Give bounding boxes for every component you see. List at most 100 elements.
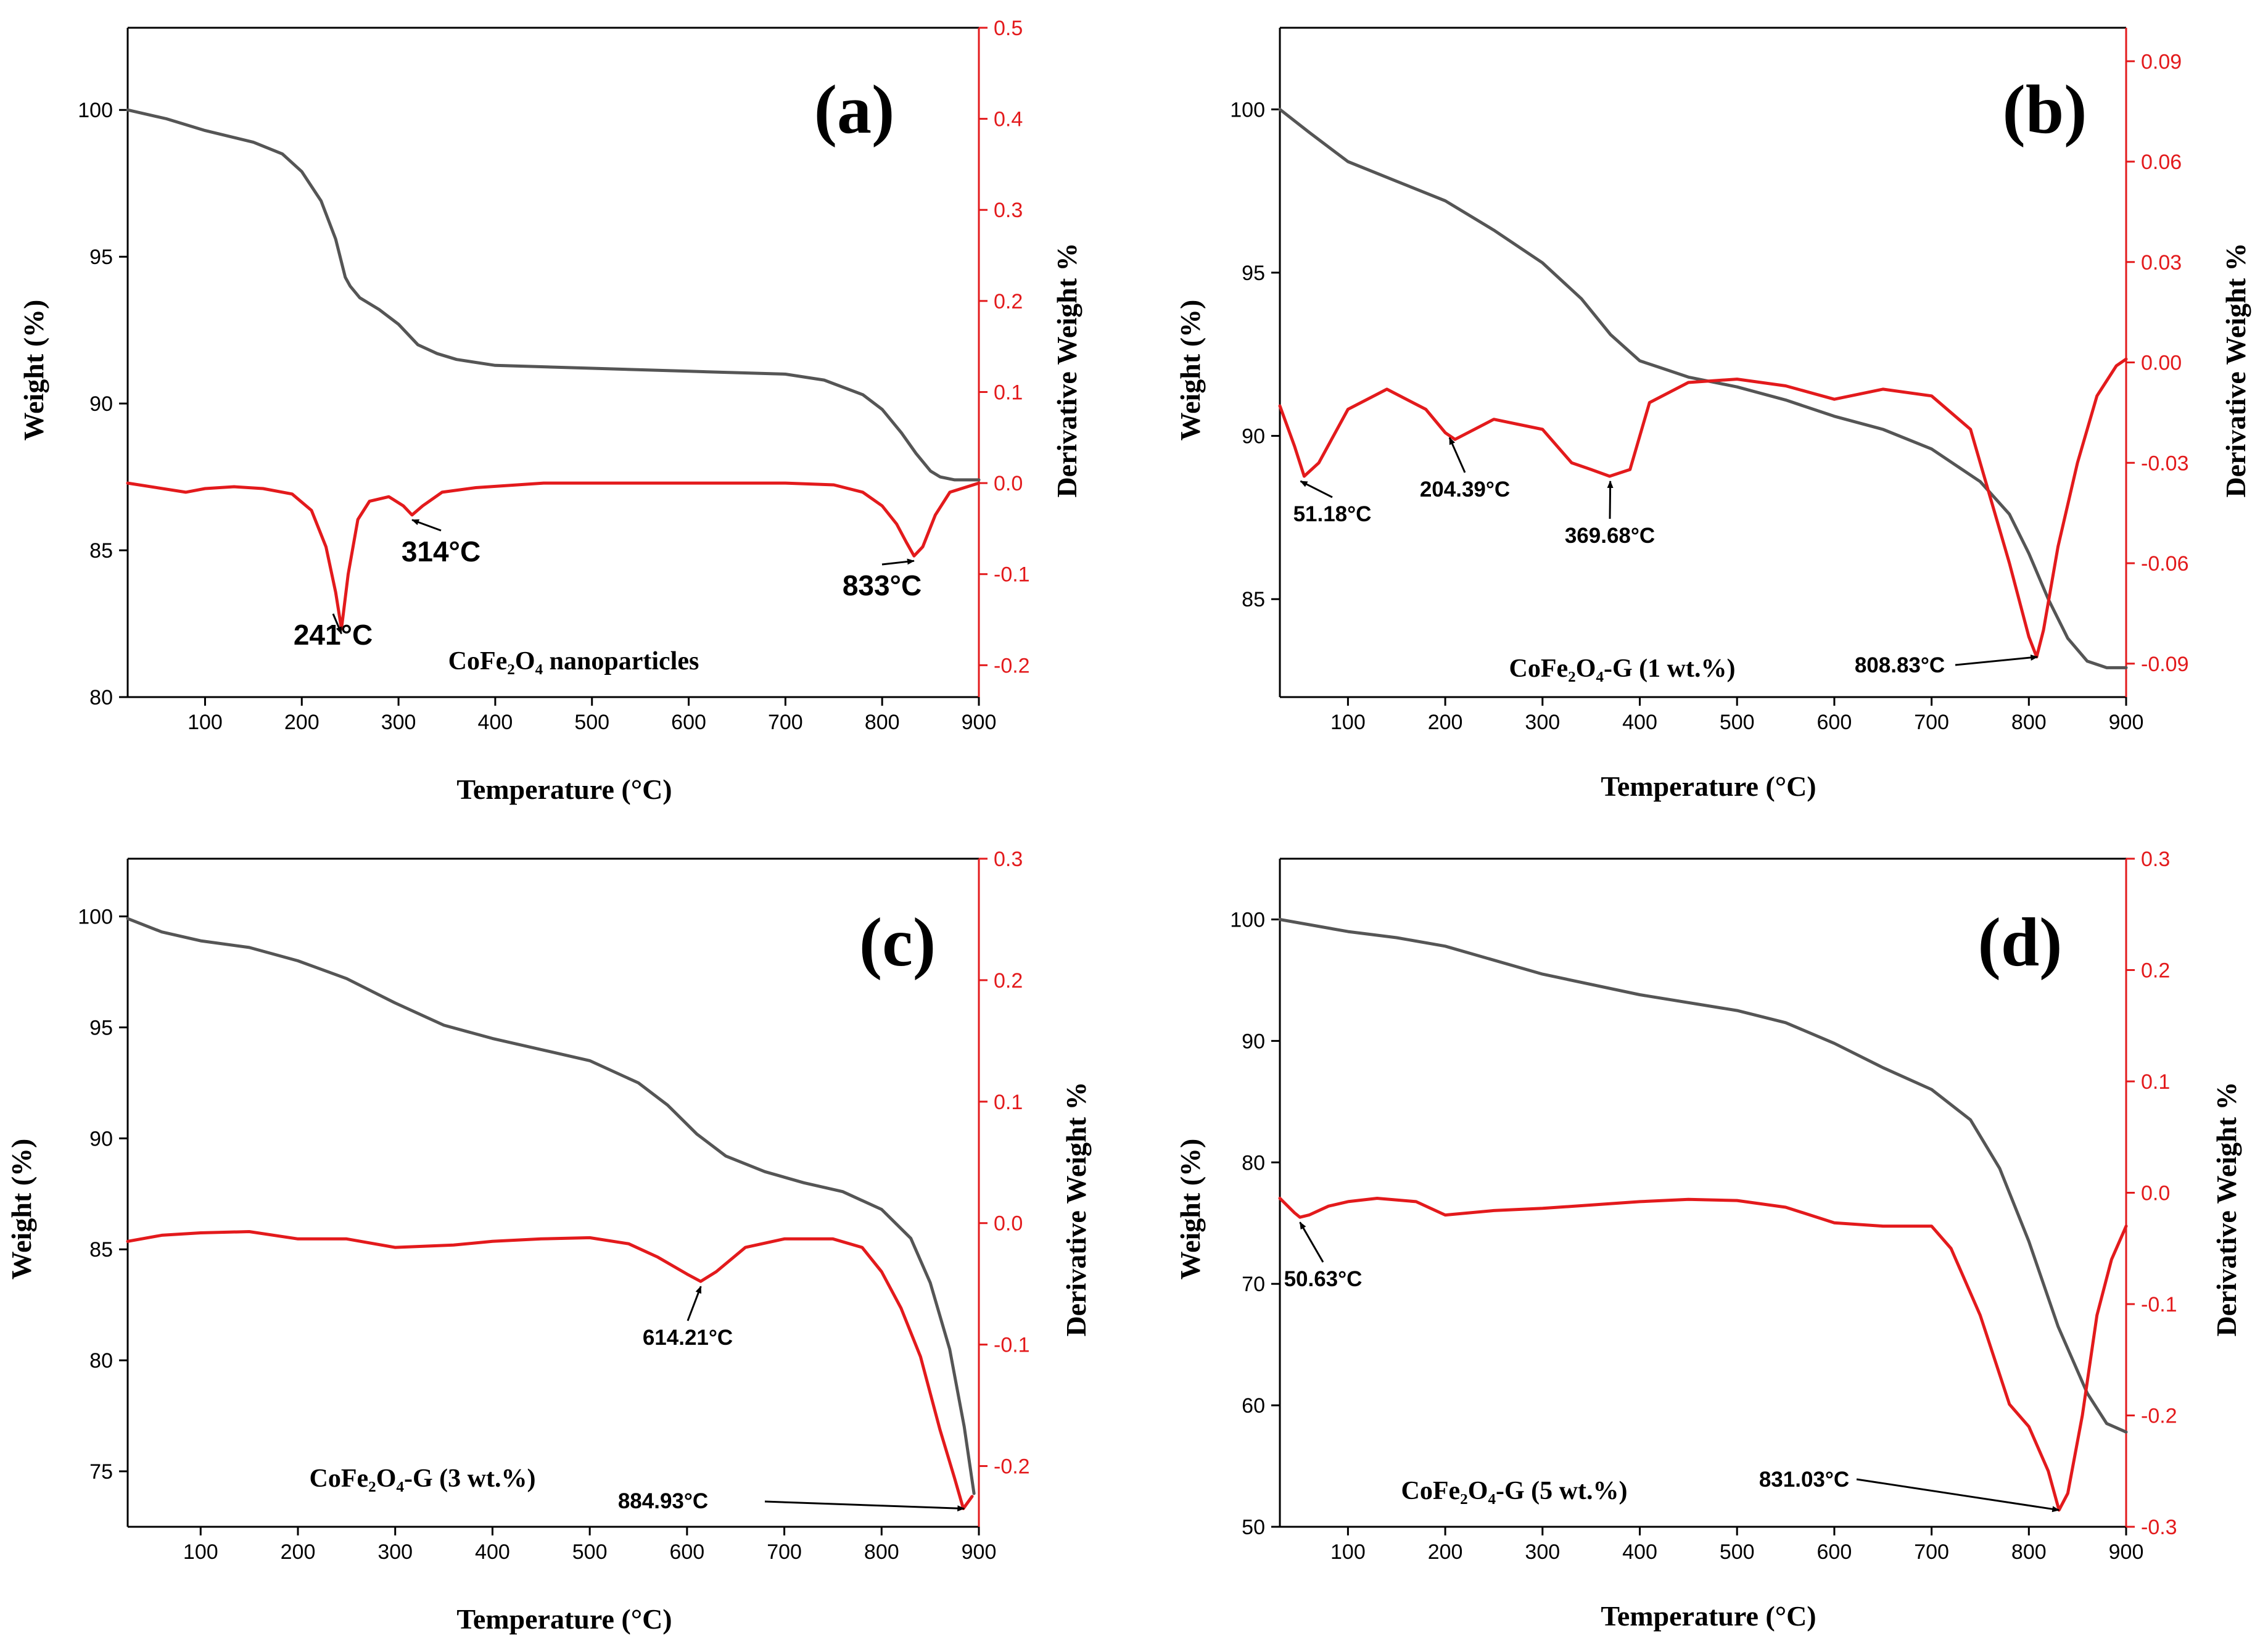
x-tick-label: 200	[1428, 1540, 1463, 1564]
y2-tick-label: -0.2	[994, 1455, 1030, 1479]
panel-b: (b) CoFe₂O₄-G (1 wt.%) Temperature (°C) …	[1174, 27, 2251, 802]
x-tick-label: 300	[1525, 711, 1560, 734]
x-tick-label: 500	[574, 711, 609, 734]
peak-annotation: 831.03°C	[1759, 1468, 1849, 1492]
x-axis-label: Temperature (°C)	[456, 1603, 672, 1635]
x-tick-label: 900	[2109, 1540, 2144, 1564]
dtg-curve	[126, 481, 981, 630]
x-tick-label: 600	[669, 1540, 704, 1564]
peak-annotation: 241°C	[294, 619, 373, 651]
y2-tick-label: -0.2	[2141, 1405, 2177, 1428]
peak-annotation: 204.39°C	[1420, 477, 1510, 502]
x-tick-label: 300	[377, 1540, 413, 1564]
x-tick-label: 900	[962, 1540, 997, 1564]
x-tick-label: 400	[1622, 711, 1657, 734]
y-axis-label: Weight (%)	[18, 300, 49, 441]
sample-name: CoFe₂O₄-G (3 wt.%)	[310, 1464, 536, 1493]
y2-tick-label: -0.1	[994, 1334, 1030, 1357]
x-tick-label: 700	[768, 711, 803, 734]
y2-tick-label: 0.2	[2141, 959, 2170, 983]
panel-a: (a) CoFe₂O₄ nanoparticles Temperature (°…	[18, 17, 1082, 805]
x-tick-label: 300	[381, 711, 416, 734]
y2-tick-label: 0.1	[994, 381, 1023, 404]
x-tick-label: 100	[1330, 711, 1366, 734]
y-tick-label: 60	[1242, 1394, 1265, 1418]
y-axis-label: Weight (%)	[1174, 300, 1206, 441]
annotation-arrow	[1300, 480, 1333, 498]
x-tick-label: 700	[1914, 1540, 1949, 1564]
x-tick-label: 800	[2011, 711, 2047, 734]
dtg-curve	[1278, 1197, 2128, 1512]
y-tick-label: 85	[89, 1238, 113, 1262]
y2-axis-label: Derivative Weight %	[2220, 242, 2251, 497]
x-tick-label: 100	[183, 1540, 218, 1564]
x-tick-label: 800	[864, 1540, 899, 1564]
peak-annotation: 884.93°C	[618, 1489, 708, 1513]
y-tick-label: 85	[1242, 588, 1265, 611]
dtg-curve	[126, 1230, 974, 1510]
peak-annotation: 50.63°C	[1284, 1267, 1363, 1291]
y-tick-label: 90	[89, 1127, 113, 1150]
x-axis-label: Temperature (°C)	[1601, 1600, 1816, 1632]
y-tick-label: 100	[1230, 98, 1265, 122]
x-tick-label: 200	[284, 711, 320, 734]
panel-tag: (d)	[1978, 904, 2063, 981]
sample-name: CoFe₂O₄-G (5 wt.%)	[1401, 1477, 1628, 1505]
y2-tick-label: 0.0	[994, 472, 1023, 495]
y-tick-label: 50	[1242, 1516, 1265, 1539]
annotation-arrow	[687, 1286, 702, 1321]
y-tick-label: 80	[89, 686, 113, 709]
panel-c: (c) CoFe₂O₄-G (3 wt.%) Temperature (°C) …	[6, 848, 1092, 1635]
x-tick-label: 200	[281, 1540, 316, 1564]
x-tick-label: 500	[1720, 1540, 1755, 1564]
y2-tick-label: -0.09	[2141, 653, 2189, 676]
y2-tick-label: 0.1	[994, 1091, 1023, 1114]
y2-tick-label: 0.4	[994, 108, 1023, 131]
y2-tick-label: 0.5	[994, 17, 1023, 40]
annotation-arrow	[1955, 655, 2039, 666]
x-tick-label: 400	[478, 711, 513, 734]
x-tick-label: 600	[1817, 1540, 1852, 1564]
dtg-curve	[1278, 357, 2128, 659]
y2-tick-label: -0.2	[994, 654, 1030, 677]
y-tick-label: 90	[1242, 1030, 1265, 1053]
peak-annotation: 808.83°C	[1855, 653, 1945, 677]
x-tick-label: 400	[475, 1540, 510, 1564]
x-tick-label: 700	[1914, 711, 1949, 734]
y2-tick-label: 0.03	[2141, 251, 2182, 275]
y-tick-label: 70	[1242, 1273, 1265, 1296]
y2-tick-label: 0.06	[2141, 151, 2182, 174]
annotation-arrow	[1448, 437, 1466, 473]
y-tick-label: 100	[78, 906, 113, 929]
panel-tag: (b)	[2003, 72, 2087, 148]
y2-tick-label: 0.3	[2141, 848, 2170, 871]
y2-tick-label: 0.2	[994, 969, 1023, 993]
x-tick-label: 900	[2109, 711, 2144, 734]
peak-annotation: 51.18°C	[1293, 502, 1372, 526]
y2-tick-label: 0.2	[994, 290, 1023, 313]
y2-tick-label: 0.3	[994, 199, 1023, 222]
x-tick-label: 600	[671, 711, 706, 734]
x-tick-label: 400	[1622, 1540, 1657, 1564]
x-tick-label: 800	[2011, 1540, 2047, 1564]
peak-annotation: 614.21°C	[643, 1326, 733, 1350]
y2-axis-label: Derivative Weight %	[2211, 1081, 2242, 1336]
y-tick-label: 80	[1242, 1151, 1265, 1175]
panel-tag: (c)	[859, 904, 936, 981]
x-tick-label: 100	[188, 711, 223, 734]
y-tick-label: 100	[1230, 908, 1265, 931]
y-tick-label: 95	[1242, 262, 1265, 285]
y-tick-label: 75	[89, 1460, 113, 1484]
annotation-arrow	[411, 519, 442, 532]
y2-tick-label: 0.00	[2141, 352, 2182, 375]
x-axis-label: Temperature (°C)	[456, 774, 672, 805]
x-tick-label: 600	[1817, 711, 1852, 734]
x-tick-label: 700	[767, 1540, 802, 1564]
sample-name: CoFe₂O₄-G (1 wt.%)	[1509, 655, 1736, 683]
x-tick-label: 900	[962, 711, 997, 734]
x-tick-label: 800	[865, 711, 900, 734]
x-axis-label: Temperature (°C)	[1601, 770, 1816, 802]
tga-curve	[126, 917, 976, 1495]
annotation-arrow	[1856, 1478, 2060, 1513]
